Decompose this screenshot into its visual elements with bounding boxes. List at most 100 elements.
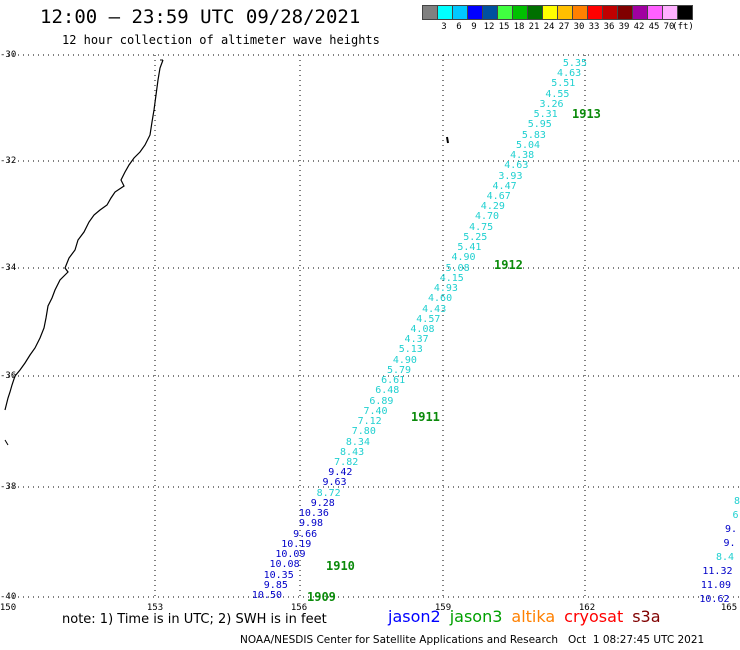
swh-value: 4.47 xyxy=(492,180,517,192)
swh-value: 5.25 xyxy=(463,231,488,243)
swh-value: 5.79 xyxy=(386,364,412,376)
lat-label: -38 xyxy=(0,482,17,492)
swh-value: 10.62 xyxy=(699,594,730,605)
legend-label: 70 xyxy=(663,22,675,32)
legend-label: 15 xyxy=(498,22,510,32)
island-mark xyxy=(446,136,449,144)
swh-value: 5.04 xyxy=(515,139,541,151)
swh-value: 4.15 xyxy=(439,272,464,284)
swh-value: 8.43 xyxy=(340,446,365,458)
satellite-name: altika xyxy=(511,607,556,626)
swh-value: 6 xyxy=(732,510,739,521)
color-legend-labels: 3 6 9 12 15 18 21 24 27 30 33 36 39 42 45 70 (ft) xyxy=(0,22,740,34)
swh-value: 9.98 xyxy=(298,518,324,530)
swh-value: 7.12 xyxy=(357,416,382,428)
swh-value: 11.09 xyxy=(700,580,731,591)
lon-label: 162 xyxy=(578,603,596,613)
swh-value: 10.09 xyxy=(275,549,306,561)
lat-label: -30 xyxy=(0,50,17,60)
swh-value: 9.28 xyxy=(310,497,335,509)
footer-credit: NOAA/NESDIS Center for Satellite Applica… xyxy=(240,634,705,646)
swh-value: 4.37 xyxy=(404,334,429,346)
swh-value: 4.67 xyxy=(486,191,511,202)
legend-label: 12 xyxy=(483,22,495,32)
lon-label: 153 xyxy=(146,603,164,613)
lon-label: 159 xyxy=(434,603,452,613)
swh-value: 8 xyxy=(733,496,740,507)
australia-coastline xyxy=(4,59,164,411)
lat-label: -40 xyxy=(0,592,17,602)
legend-label: 36 xyxy=(603,22,615,32)
satellite-name: jason3 xyxy=(449,607,503,626)
satellite-name: cryosat xyxy=(564,607,624,626)
satellite-name: jason2 xyxy=(388,607,441,626)
swh-value: 11.32 xyxy=(702,566,733,577)
map-subtitle: 12 hour collection of altimeter wave hei… xyxy=(62,33,380,47)
swh-value: 10.35 xyxy=(263,569,294,581)
pass-label: 1912 xyxy=(494,258,523,272)
legend-label: 45 xyxy=(648,22,660,32)
lon-label: 156 xyxy=(290,603,308,613)
pass-label: 1909 xyxy=(307,590,336,604)
swh-value: 8.72 xyxy=(316,487,341,499)
legend-label: 27 xyxy=(558,22,570,32)
lat-label: -36 xyxy=(0,371,17,381)
swh-value: 4.60 xyxy=(428,293,453,305)
swh-value: 10.50 xyxy=(251,590,282,601)
color-legend xyxy=(422,5,693,20)
swh-value: 5.51 xyxy=(551,78,576,90)
legend-label: 33 xyxy=(588,22,600,32)
legend-swatch xyxy=(677,5,693,20)
lat-label: -32 xyxy=(0,156,17,166)
swh-value: 4.29 xyxy=(480,201,505,213)
legend-label: 24 xyxy=(543,22,555,32)
legend-label: 18 xyxy=(513,22,525,32)
swh-value: 7.82 xyxy=(334,457,359,468)
swh-value: 4.57 xyxy=(416,313,441,325)
lon-label: 165 xyxy=(720,603,738,613)
grid-lines xyxy=(8,54,740,598)
swh-value: 4.63 xyxy=(504,160,529,172)
legend-label: 42 xyxy=(633,22,645,32)
swh-value: 5.95 xyxy=(527,119,552,131)
swh-value: 4.75 xyxy=(469,221,494,233)
swh-value: 4.63 xyxy=(557,68,582,80)
swh-value: 8.4 xyxy=(715,552,734,563)
swh-value: 4.93 xyxy=(433,283,458,295)
pass-label: 1911 xyxy=(411,410,440,424)
swh-value: 9. xyxy=(724,524,737,535)
swh-value: 4.90 xyxy=(451,252,476,264)
satellite-legend: jason2 jason3 altika cryosat s3a xyxy=(388,607,670,626)
satellite-name: s3a xyxy=(632,607,661,626)
note-text: note: 1) Time is in UTC; 2) SWH is in fe… xyxy=(62,612,327,627)
swh-value: 6.61 xyxy=(381,375,406,387)
swh-value: 9.85 xyxy=(263,579,288,591)
swh-value: 7.80 xyxy=(351,426,376,438)
legend-label: 30 xyxy=(573,22,585,32)
swh-value: 8.34 xyxy=(345,436,370,448)
swh-value: 4.55 xyxy=(545,88,570,100)
swh-value: 5.35 xyxy=(562,58,587,69)
swh-value: 9. xyxy=(723,538,736,549)
swh-value: 5.08 xyxy=(445,262,470,274)
swh-value: 5.41 xyxy=(457,242,482,254)
lon-label: 150 xyxy=(0,603,17,613)
pass-label: 1913 xyxy=(572,107,601,121)
swh-value: 4.08 xyxy=(410,324,435,335)
swh-value: 9.66 xyxy=(293,528,318,540)
swh-value: 5.31 xyxy=(533,109,558,121)
swh-value: 9.63 xyxy=(322,477,347,489)
legend-label: 9 xyxy=(471,22,477,32)
legend-label: 6 xyxy=(456,22,462,32)
lat-label: -34 xyxy=(0,263,17,273)
legend-label: 21 xyxy=(528,22,540,32)
swh-value: 4.70 xyxy=(474,211,500,223)
swh-value: 9.42 xyxy=(328,467,353,479)
swh-value: 4.43 xyxy=(422,303,447,315)
legend-unit: (ft) xyxy=(672,22,694,32)
swh-value: 5.13 xyxy=(398,344,423,356)
swh-value: 10.08 xyxy=(269,559,300,571)
swh-value: 6.48 xyxy=(375,385,400,397)
map-title: 12:00 — 23:59 UTC 09/28/2021 xyxy=(40,6,361,28)
